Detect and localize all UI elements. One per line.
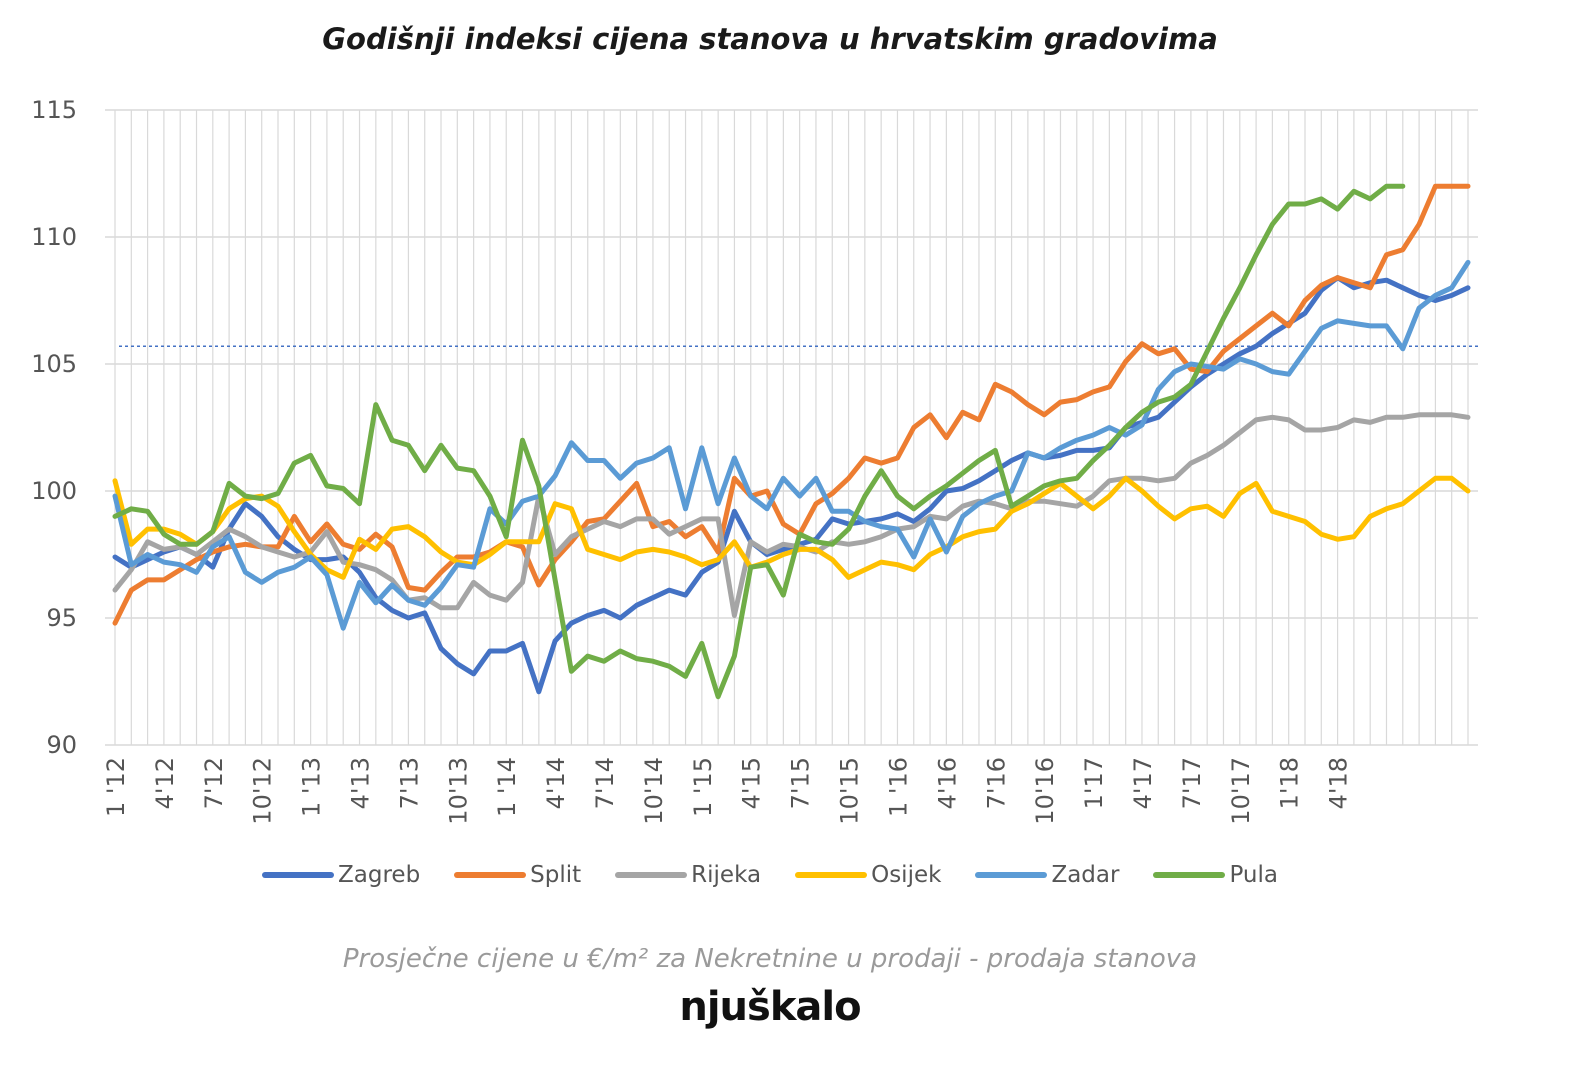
legend-swatch — [1153, 872, 1226, 878]
legend-item-zagreb: Zagreb — [262, 862, 420, 888]
x-tick-label: 4'17 — [1129, 757, 1157, 809]
x-tick-label: 4'13 — [347, 757, 375, 809]
series-line-osijek — [112, 475, 1471, 580]
x-tick-label: 7'17 — [1178, 757, 1206, 809]
y-tick-label: 105 — [31, 350, 77, 378]
series-line-split — [112, 183, 1471, 626]
series-layer — [112, 183, 1471, 700]
axis-layer: 90 95 100 105 110 115 1 '12 4'12 7'12 10'12 1 '13 4… — [31, 96, 1352, 825]
x-tick-label: 7'13 — [395, 757, 423, 809]
x-tick-label: 7'15 — [787, 757, 815, 809]
legend-swatch — [615, 872, 688, 878]
legend-item-zadar: Zadar — [975, 862, 1119, 888]
x-tick-label: 4'14 — [542, 757, 570, 809]
legend-label: Zadar — [1051, 862, 1120, 888]
x-tick-label: 10'16 — [1031, 757, 1059, 825]
legend-swatch — [795, 872, 868, 878]
y-tick-label: 100 — [31, 477, 77, 505]
series-line-rijeka — [112, 412, 1471, 618]
y-tick-label: 90 — [46, 731, 77, 759]
x-tick-label: 1 '14 — [493, 757, 521, 817]
x-tick-label: 7'14 — [591, 757, 619, 809]
legend-label: Osijek — [871, 862, 942, 888]
x-tick-label: 10'14 — [640, 757, 668, 825]
x-tick-label: 1'18 — [1276, 757, 1304, 809]
x-tick-label: 4'16 — [933, 757, 961, 809]
brand-logo: njuškalo — [679, 984, 861, 1030]
x-tick-label: 4'18 — [1325, 757, 1353, 809]
series-line-zadar — [112, 259, 1471, 631]
legend-item-split: Split — [454, 862, 581, 888]
x-tick-label: 10'12 — [249, 757, 277, 825]
x-tick-label: 1 '15 — [689, 757, 717, 817]
line-chart: 90 95 100 105 110 115 1 '12 4'12 7'12 10'12 1 '13 4… — [31, 96, 1478, 825]
x-tick-label: 1'17 — [1080, 757, 1108, 809]
legend-swatch — [975, 872, 1048, 878]
legend-item-rijeka: Rijeka — [615, 862, 761, 888]
chart-subtitle: Prosječne cijene u €/m² za Nekretnine u … — [342, 944, 1198, 974]
x-tick-label: 10'17 — [1227, 757, 1255, 825]
legend-swatch — [262, 872, 335, 878]
x-tick-label: 10'15 — [836, 757, 864, 825]
x-tick-label: 1 '13 — [298, 757, 326, 817]
x-tick-label: 4'15 — [738, 757, 766, 809]
x-tick-label: 7'12 — [200, 757, 228, 809]
y-tick-label: 110 — [31, 223, 77, 251]
chart-title: Godišnji indeksi cijena stanova u hrvats… — [322, 22, 1218, 56]
legend-label: Zagreb — [338, 862, 421, 888]
x-tick-label: 7'16 — [982, 757, 1010, 809]
legend-label: Pula — [1229, 862, 1278, 888]
legend-item-pula: Pula — [1153, 862, 1278, 888]
y-tick-label: 115 — [31, 96, 77, 124]
x-tick-label: 4'12 — [151, 757, 179, 809]
legend-swatch — [454, 872, 527, 878]
grid-layer — [105, 109, 1478, 746]
series-line-pula — [112, 183, 1406, 700]
x-tick-label: 1 '16 — [884, 757, 912, 817]
legend-label: Split — [530, 862, 582, 888]
legend-label: Rijeka — [691, 862, 762, 888]
legend-item-osijek: Osijek — [795, 862, 941, 888]
chart-legend: Zagreb Split Rijeka Osijek Zadar Pula — [0, 862, 1540, 888]
x-tick-label: 1 '12 — [102, 757, 130, 817]
y-tick-label: 95 — [46, 604, 77, 632]
x-tick-label: 10'13 — [444, 757, 472, 825]
